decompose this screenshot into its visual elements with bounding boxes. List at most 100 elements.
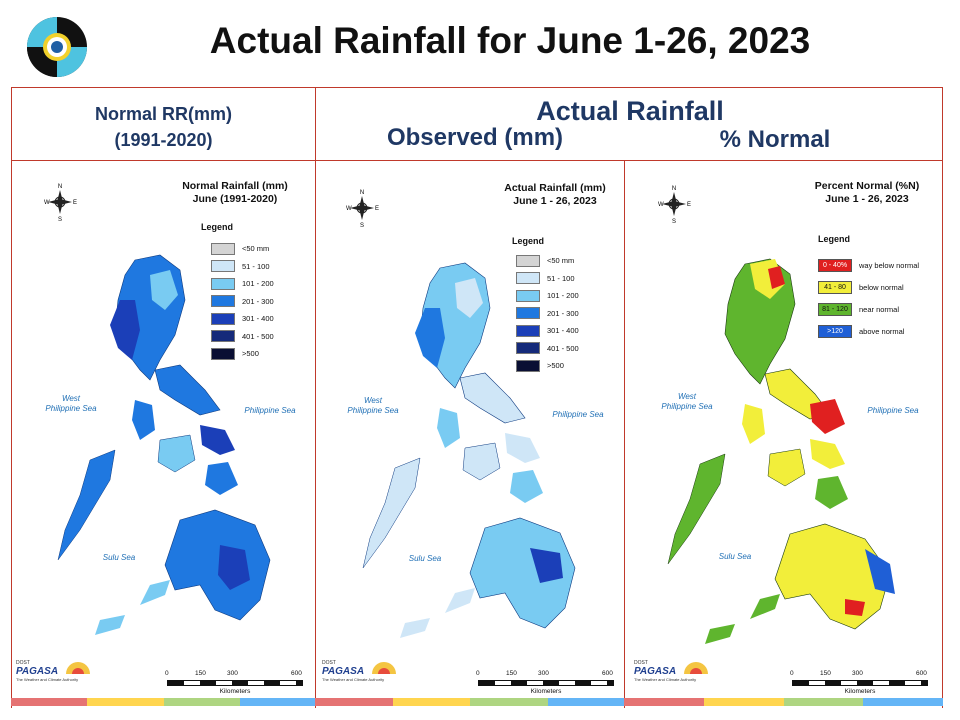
normal-header-line2: (1991-2020)	[114, 130, 213, 150]
compass-rose-icon: N S W E	[346, 190, 379, 228]
legend-swatch	[516, 342, 540, 355]
legend-label: <50 mm	[242, 244, 270, 254]
pagasa-logo-tagline: The Weather and Climate Authority	[16, 677, 79, 682]
west-sea-line1: West	[61, 394, 81, 403]
pagasa-logo-top: DOST	[322, 660, 336, 666]
actual-rainfall-header: Actual Rainfall	[536, 96, 724, 126]
scale-tick-label: 150	[195, 670, 206, 677]
pagasa-logo-name: PAGASA	[322, 666, 365, 677]
percent-normal-map	[667, 258, 895, 644]
scale-unit: Kilometers	[219, 688, 251, 695]
west-sea-line2: Philippine Sea	[45, 404, 97, 413]
legend-title: Legend	[512, 236, 545, 246]
legend-item: 51 - 100	[516, 270, 579, 288]
scale-tick-label: 0	[476, 670, 480, 677]
west-sea-line2: Philippine Sea	[661, 402, 713, 411]
legend-item: 81 - 120 near normal	[818, 298, 919, 320]
legend-item: 0 - 40% way below normal	[818, 254, 919, 276]
legend-swatch	[516, 289, 540, 302]
svg-text:E: E	[73, 200, 77, 206]
percent-normal-header: % Normal	[719, 126, 831, 153]
footer-color-strip	[11, 698, 316, 706]
legend-swatch: >120	[818, 324, 852, 338]
panel-percent	[624, 160, 943, 708]
actual-map-title-line2: June 1 - 26, 2023	[513, 195, 597, 207]
legend-label: 51 - 100	[242, 261, 270, 271]
normal-header-line1: Normal RR(mm)	[94, 104, 232, 124]
legend-item: 401 - 500	[516, 340, 579, 358]
pagasa-logo-name: PAGASA	[16, 666, 59, 677]
legend-item: 401 - 500	[211, 328, 274, 346]
header-actual-box	[315, 87, 943, 161]
legend-label: 301 - 400	[242, 314, 274, 324]
west-philippine-sea-label: West Philippine Sea	[652, 392, 722, 412]
philippine-sea-label: Philippine Sea	[552, 410, 604, 419]
dost-pagasa-logo	[27, 17, 87, 77]
legend-label: 401 - 500	[547, 343, 579, 353]
percent-legend: Legend 0 - 40% way below normal 41 - 80 be…	[818, 234, 919, 342]
sulu-sea-label: Sulu Sea	[408, 554, 442, 563]
legend-list: <50 mm 51 - 100 101 - 200 201 - 300 301 …	[516, 252, 579, 375]
actual-rainfall-map	[362, 262, 576, 638]
svg-text:W: W	[658, 202, 664, 208]
legend-swatch	[211, 277, 235, 290]
actual-map-title: Actual Rainfall (mm) June 1 - 26, 2023	[490, 182, 620, 208]
normal-map-title-line1: Normal Rainfall (mm)	[182, 180, 288, 192]
legend-item: <50 mm	[516, 252, 579, 270]
legend-item: 101 - 200	[516, 287, 579, 305]
svg-text:S: S	[360, 223, 364, 228]
normal-legend: Legend <50 mm 51 - 100 101 - 200 201 - 3…	[201, 222, 274, 363]
legend-label: 201 - 300	[547, 308, 579, 318]
legend-label: way below normal	[859, 260, 920, 270]
scale-tick-label: 600	[291, 670, 302, 677]
legend-item: 301 - 400	[516, 322, 579, 340]
normal-rainfall-map	[57, 254, 271, 635]
legend-swatch	[211, 242, 235, 255]
pagasa-logo: DOST PAGASA The Weather and Climate Auth…	[322, 660, 402, 696]
legend-label: above normal	[859, 326, 905, 336]
legend-swatch	[516, 272, 540, 285]
normal-map-title-line2: June (1991-2020)	[192, 193, 278, 205]
legend-label: >500	[242, 349, 259, 359]
pagasa-logo-top: DOST	[634, 660, 648, 666]
legend-label: 201 - 300	[242, 296, 274, 306]
legend-swatch: 81 - 120	[818, 302, 852, 316]
scale-tick-label: 600	[916, 670, 927, 677]
actual-map-title-line1: Actual Rainfall (mm)	[504, 182, 606, 194]
scale-bar: 0 150 300 600 Kilometers	[790, 670, 930, 695]
pagasa-logo-name: PAGASA	[634, 666, 677, 677]
footer-color-strip	[624, 698, 943, 706]
legend-label: <50 mm	[547, 256, 575, 266]
legend-label: >500	[547, 361, 564, 371]
scale-unit: Kilometers	[530, 688, 562, 695]
umbrella-icon	[372, 662, 396, 674]
svg-text:N: N	[672, 186, 676, 192]
pagasa-logo-tagline: The Weather and Climate Authority	[322, 677, 385, 682]
footer-color-strip	[315, 698, 625, 706]
legend-swatch	[211, 330, 235, 343]
sulu-sea-label: Sulu Sea	[102, 553, 136, 562]
legend-list: 0 - 40% way below normal 41 - 80 below nor…	[818, 254, 919, 342]
legend-item: 41 - 80 below normal	[818, 276, 919, 298]
legend-label: 101 - 200	[547, 291, 579, 301]
legend-item: 101 - 200	[211, 275, 274, 293]
scale-tick-label: 0	[165, 670, 169, 677]
legend-item: >500	[516, 357, 579, 375]
legend-item: >500	[211, 345, 274, 363]
philippine-sea-label: Philippine Sea	[867, 406, 919, 415]
west-sea-line1: West	[677, 392, 697, 401]
legend-title: Legend	[201, 222, 234, 232]
pagasa-logo-tagline: The Weather and Climate Authority	[634, 677, 697, 682]
compass-rose-icon: N S W E	[658, 186, 691, 224]
svg-text:S: S	[672, 219, 676, 224]
legend-list: <50 mm 51 - 100 101 - 200 201 - 300 301 …	[211, 240, 274, 363]
west-philippine-sea-label: West Philippine Sea	[36, 394, 106, 414]
svg-text:N: N	[360, 190, 364, 196]
legend-label: 101 - 200	[242, 279, 274, 289]
percent-map-title-line1: Percent Normal (%N)	[814, 180, 920, 192]
scale-bar-graphic	[478, 680, 614, 686]
legend-item: 201 - 300	[516, 305, 579, 323]
legend-label: 51 - 100	[547, 273, 575, 283]
actual-legend: Legend <50 mm 51 - 100 101 - 200 201 - 3…	[512, 236, 579, 375]
svg-text:E: E	[375, 206, 379, 212]
